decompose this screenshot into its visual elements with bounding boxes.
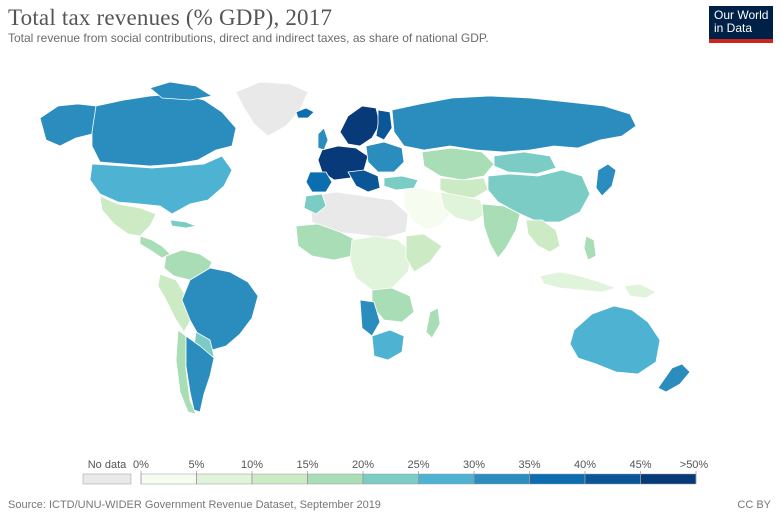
legend-swatch[interactable]: [640, 473, 697, 485]
map-region-greenland[interactable]: [235, 81, 309, 137]
legend-tick-label: 5%: [189, 459, 205, 471]
logo-line-2: in Data: [714, 21, 753, 35]
legend-swatch[interactable]: [140, 473, 197, 485]
legend-swatch[interactable]: [584, 473, 641, 485]
map-region-papua-new-guinea[interactable]: [623, 283, 657, 299]
map-region-iberia[interactable]: [305, 171, 333, 193]
legend-swatch[interactable]: [418, 473, 475, 485]
chart-subtitle: Total revenue from social contributions,…: [8, 31, 489, 45]
map-region-brazil[interactable]: [181, 267, 259, 351]
legend-tick-label: 35%: [518, 459, 540, 471]
map-region-southern-europe[interactable]: [347, 169, 381, 193]
legend-tick-label: 30%: [463, 459, 485, 471]
legend-tick-label: 10%: [241, 459, 263, 471]
map-region-western-south-america[interactable]: [157, 273, 193, 333]
logo-line-1: Our World: [714, 8, 769, 22]
map-region-china[interactable]: [487, 169, 591, 223]
map-region-australia[interactable]: [569, 305, 661, 375]
legend-tick-label: 40%: [574, 459, 596, 471]
map-region-central-asia[interactable]: [439, 177, 489, 199]
map-region-united-kingdom[interactable]: [317, 127, 329, 151]
map-region-mongolia[interactable]: [493, 151, 557, 175]
map-region-united-states[interactable]: [89, 155, 233, 215]
legend-tick-label: 20%: [352, 459, 374, 471]
source-note: Source: ICTD/UNU-WIDER Government Revenu…: [8, 499, 381, 511]
map-region-central-africa[interactable]: [349, 235, 413, 291]
map-region-japan[interactable]: [595, 163, 617, 197]
map-region-kazakhstan[interactable]: [421, 147, 495, 181]
map-region-southeast-asia[interactable]: [525, 219, 561, 253]
legend-tick-label: 45%: [629, 459, 651, 471]
logo-accent-bar: [709, 39, 773, 43]
legend-swatch[interactable]: [196, 473, 253, 485]
map-region-argentina[interactable]: [185, 335, 215, 413]
map-region-russia[interactable]: [391, 95, 637, 153]
license-link[interactable]: CC BY: [737, 499, 771, 511]
map-region-south-africa[interactable]: [371, 329, 405, 361]
legend-swatch[interactable]: [362, 473, 419, 485]
legend-no-data-swatch: [82, 473, 132, 485]
map-region-philippines[interactable]: [583, 235, 597, 261]
chart-title: Total tax revenues (% GDP), 2017: [8, 5, 333, 30]
legend-swatch[interactable]: [307, 473, 364, 485]
map-region-mexico[interactable]: [99, 195, 157, 237]
legend-swatch[interactable]: [473, 473, 530, 485]
legend-tick-label: 0%: [133, 459, 149, 471]
map-region-namibia[interactable]: [359, 299, 381, 337]
map-region-caribbean[interactable]: [169, 219, 197, 229]
legend-swatch[interactable]: [251, 473, 308, 485]
map-region-iceland[interactable]: [295, 107, 315, 119]
map-region-eastern-europe[interactable]: [365, 141, 405, 173]
map-region-madagascar[interactable]: [425, 307, 441, 339]
map-region-indonesia[interactable]: [539, 271, 617, 293]
legend-swatch[interactable]: [529, 473, 586, 485]
legend-tick-label: 25%: [407, 459, 429, 471]
map-region-new-zealand[interactable]: [657, 363, 691, 393]
legend-no-data-label: No data: [88, 459, 127, 471]
legend-tick-label: >50%: [680, 459, 709, 471]
map-region-iran-pakistan[interactable]: [439, 191, 487, 223]
map-region-turkey[interactable]: [383, 175, 419, 191]
map-region-east-africa[interactable]: [405, 233, 443, 273]
owid-logo[interactable]: Our World in Data: [709, 6, 773, 43]
map-region-canada-arctic[interactable]: [149, 81, 213, 101]
legend-tick-label: 15%: [296, 459, 318, 471]
map-region-india[interactable]: [481, 203, 521, 259]
map-region-finland[interactable]: [375, 109, 393, 141]
map-region-morocco[interactable]: [303, 193, 327, 215]
